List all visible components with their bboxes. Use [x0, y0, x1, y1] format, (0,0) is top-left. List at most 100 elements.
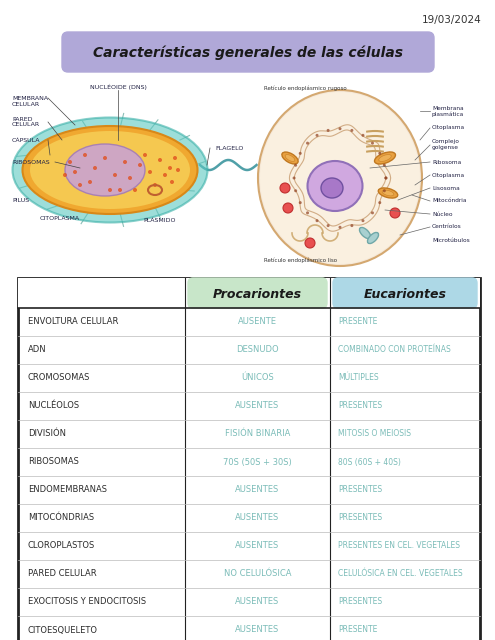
Text: PRESENTES EN CEL. VEGETALES: PRESENTES EN CEL. VEGETALES [338, 541, 460, 550]
Ellipse shape [63, 173, 67, 177]
Ellipse shape [298, 152, 302, 155]
Text: CELULÓSICA EN CEL. VEGETALES: CELULÓSICA EN CEL. VEGETALES [338, 570, 463, 579]
Text: Microtúbulos: Microtúbulos [432, 237, 470, 243]
Ellipse shape [260, 92, 420, 264]
Text: AUSENTES: AUSENTES [236, 513, 280, 522]
Ellipse shape [371, 141, 374, 145]
Text: Retículo endoplásmico rugoso: Retículo endoplásmico rugoso [264, 86, 347, 91]
Ellipse shape [83, 153, 87, 157]
Ellipse shape [158, 158, 162, 162]
Text: golgense: golgense [432, 145, 459, 150]
Text: Procariontes: Procariontes [213, 287, 302, 301]
Ellipse shape [65, 144, 145, 196]
Text: CITOESQUELETO: CITOESQUELETO [28, 625, 98, 634]
Text: Características generales de las células: Características generales de las células [93, 45, 403, 60]
Ellipse shape [327, 224, 330, 227]
Ellipse shape [375, 152, 396, 164]
Ellipse shape [306, 141, 309, 145]
Ellipse shape [285, 154, 295, 161]
Ellipse shape [359, 227, 371, 239]
Text: Mitocóndria: Mitocóndria [432, 198, 466, 204]
Ellipse shape [283, 203, 293, 213]
Text: AUSENTES: AUSENTES [236, 541, 280, 550]
Text: PILUS: PILUS [12, 198, 29, 202]
Text: AUSENTES: AUSENTES [236, 486, 280, 495]
Text: Ribosoma: Ribosoma [432, 159, 461, 164]
Text: NO CELULÓSICA: NO CELULÓSICA [224, 570, 291, 579]
Ellipse shape [367, 232, 379, 244]
Text: CROMOSOMAS: CROMOSOMAS [28, 374, 91, 383]
Bar [18, 278, 480, 640]
Ellipse shape [361, 134, 364, 137]
Text: ENDOMEMBRANAS: ENDOMEMBRANAS [28, 486, 107, 495]
Text: 70S (50S + 30S): 70S (50S + 30S) [223, 458, 292, 467]
Ellipse shape [321, 178, 343, 198]
Text: AUSENTE: AUSENTE [238, 317, 277, 326]
Ellipse shape [168, 166, 172, 170]
Ellipse shape [371, 211, 374, 214]
Ellipse shape [385, 177, 388, 179]
Ellipse shape [339, 226, 342, 228]
Ellipse shape [118, 188, 122, 192]
Text: Centríolos: Centríolos [432, 225, 462, 230]
Text: 19/03/2024: 19/03/2024 [422, 15, 482, 25]
Text: CITOPLASMA: CITOPLASMA [40, 216, 80, 221]
Ellipse shape [123, 160, 127, 164]
Ellipse shape [108, 188, 112, 192]
Ellipse shape [294, 164, 297, 167]
Ellipse shape [293, 177, 296, 179]
Text: FISIÓN BINARIA: FISIÓN BINARIA [225, 429, 290, 438]
Ellipse shape [78, 183, 82, 187]
Text: PLÁSMIDO: PLÁSMIDO [144, 218, 176, 223]
Text: Membrana: Membrana [432, 106, 464, 111]
Text: PRESENTES: PRESENTES [338, 598, 382, 607]
Text: 80S (60S + 40S): 80S (60S + 40S) [338, 458, 401, 467]
Ellipse shape [173, 156, 177, 160]
Ellipse shape [30, 131, 190, 209]
Text: DESNUDO: DESNUDO [236, 346, 279, 355]
Ellipse shape [385, 177, 388, 179]
Text: Eucariontes: Eucariontes [363, 287, 446, 301]
Text: Complejo: Complejo [432, 140, 460, 145]
Ellipse shape [382, 190, 394, 196]
Text: FLAGELO: FLAGELO [215, 145, 244, 150]
Text: RIBOSOMAS: RIBOSOMAS [28, 458, 79, 467]
FancyBboxPatch shape [333, 278, 477, 308]
Text: MITOCÓNDRIAS: MITOCÓNDRIAS [28, 513, 94, 522]
Ellipse shape [383, 164, 386, 167]
Text: PRESENTES: PRESENTES [338, 486, 382, 495]
Text: Retículo endoplásmico liso: Retículo endoplásmico liso [264, 257, 337, 263]
Ellipse shape [88, 180, 92, 184]
Ellipse shape [163, 173, 167, 177]
Text: ADN: ADN [28, 346, 47, 355]
Ellipse shape [378, 188, 397, 198]
Ellipse shape [307, 161, 362, 211]
Ellipse shape [280, 183, 290, 193]
Ellipse shape [128, 176, 132, 180]
Ellipse shape [378, 201, 381, 204]
Ellipse shape [379, 155, 391, 161]
Text: AUSENTES: AUSENTES [236, 625, 280, 634]
Ellipse shape [103, 156, 107, 160]
Text: CÁPSULA: CÁPSULA [12, 138, 41, 143]
Ellipse shape [258, 90, 422, 266]
Ellipse shape [383, 189, 386, 192]
Text: PRESENTES: PRESENTES [338, 401, 382, 410]
Ellipse shape [68, 160, 72, 164]
Text: ÚNICOS: ÚNICOS [241, 374, 274, 383]
Ellipse shape [133, 188, 137, 192]
Ellipse shape [282, 152, 298, 164]
Ellipse shape [298, 201, 302, 204]
Text: MÚLTIPLES: MÚLTIPLES [338, 374, 379, 383]
Text: PARED CELULAR: PARED CELULAR [28, 570, 97, 579]
Ellipse shape [138, 163, 142, 167]
Ellipse shape [22, 126, 198, 214]
Ellipse shape [148, 170, 152, 174]
Ellipse shape [327, 129, 330, 132]
Ellipse shape [294, 189, 297, 192]
FancyBboxPatch shape [62, 32, 434, 72]
Ellipse shape [93, 166, 97, 170]
Ellipse shape [350, 129, 353, 132]
Ellipse shape [315, 134, 319, 137]
Text: MEMBRANA: MEMBRANA [12, 95, 48, 100]
